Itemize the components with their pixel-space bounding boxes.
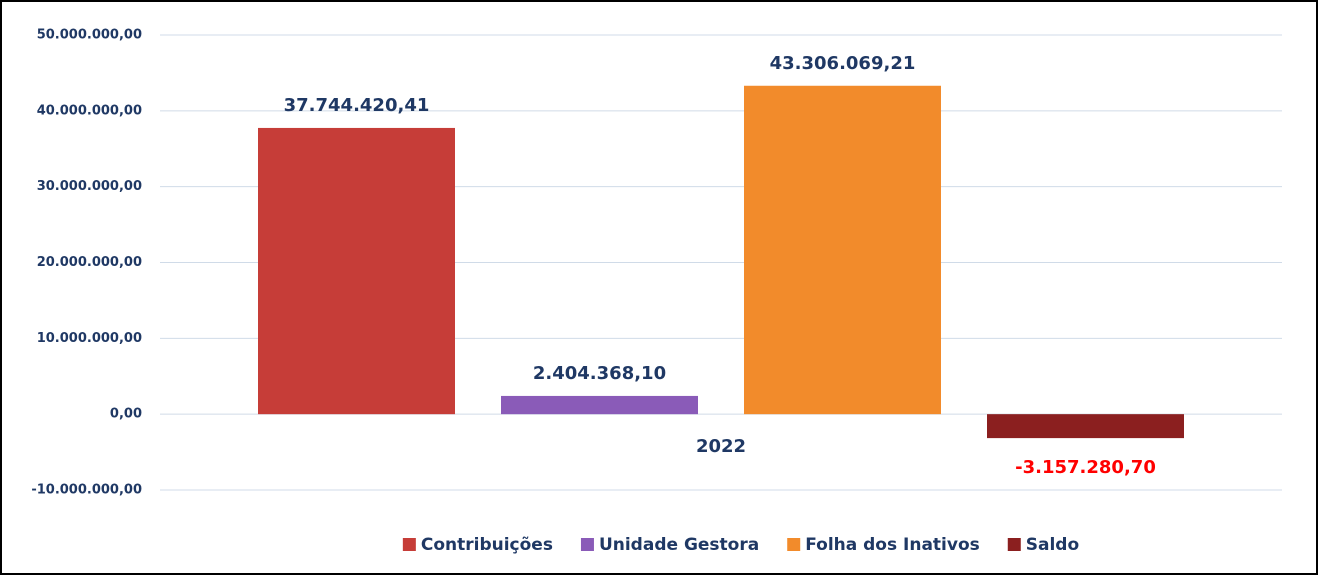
- bar: [258, 127, 455, 415]
- legend-swatch: [402, 538, 416, 551]
- y-tick-label: 10.000.000,00: [37, 331, 142, 346]
- y-tick-label: 40.000.000,00: [37, 103, 142, 118]
- legend-swatch: [1007, 538, 1021, 551]
- y-tick-label: 50.000.000,00: [37, 28, 142, 43]
- legend-swatch: [787, 538, 801, 551]
- y-tick-label: -10.000.000,00: [31, 483, 142, 498]
- legend-swatch: [580, 538, 594, 551]
- bar: [501, 395, 698, 415]
- legend-label: Unidade Gestora: [599, 535, 759, 555]
- value-label: -3.157.280,70: [1015, 457, 1156, 478]
- legend-label: Contribuições: [421, 535, 553, 555]
- value-label: 37.744.420,41: [284, 95, 430, 116]
- y-tick-label: 30.000.000,00: [37, 179, 142, 194]
- legend-label: Folha dos Inativos: [805, 535, 980, 555]
- legend-label: Saldo: [1026, 535, 1079, 555]
- y-tick-label: 0,00: [110, 407, 142, 422]
- bar: [987, 414, 1184, 439]
- value-label: 2.404.368,10: [533, 363, 666, 384]
- value-label: 43.306.069,21: [770, 53, 916, 74]
- x-tick-label: 2022: [696, 436, 746, 457]
- y-tick-label: 20.000.000,00: [37, 255, 142, 270]
- bar: [744, 85, 941, 415]
